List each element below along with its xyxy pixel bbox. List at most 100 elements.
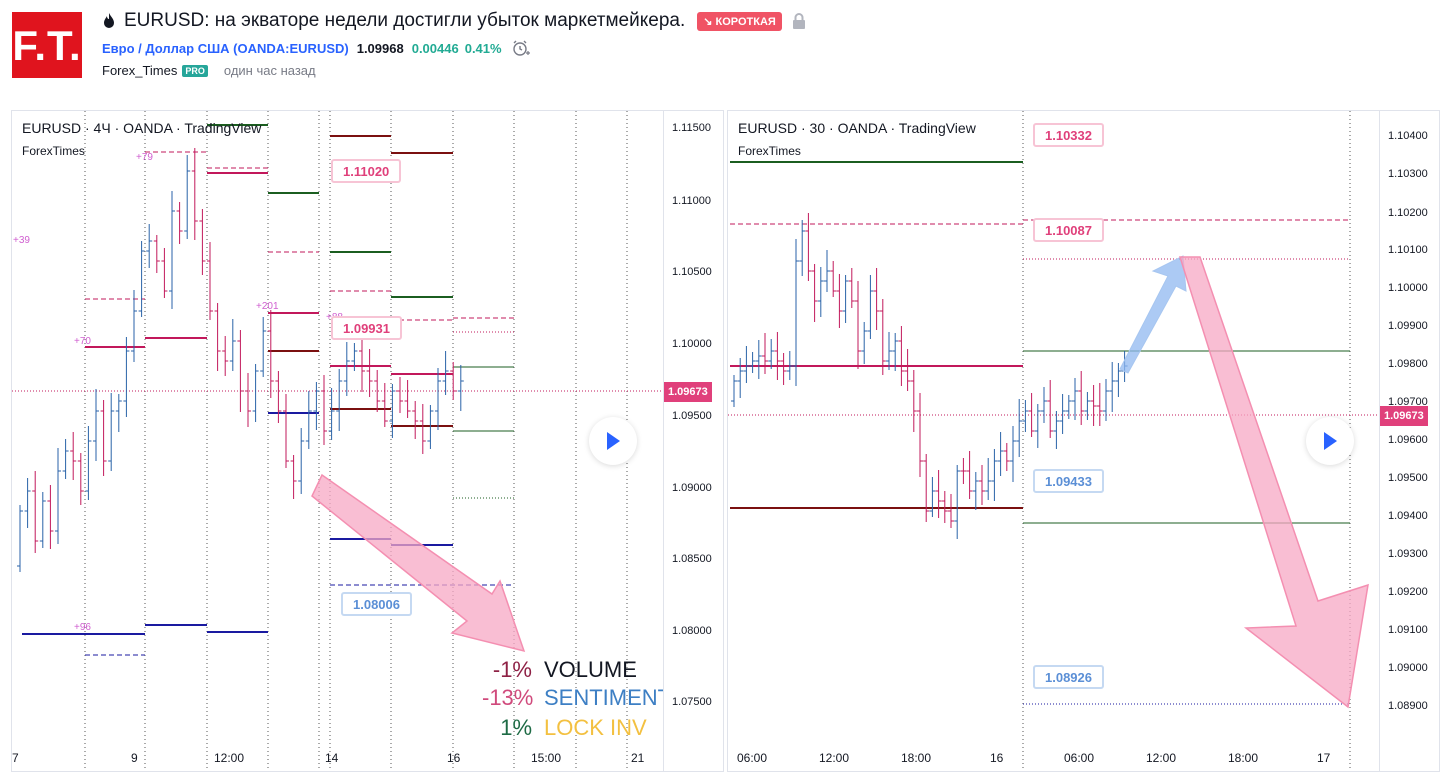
axis-label: 1.09600 <box>1388 434 1428 446</box>
price-callout[interactable]: 1.08006 <box>341 592 412 616</box>
stat-lock-inv: 1% LOCK INV <box>482 715 647 741</box>
chart-canvas-30m <box>728 111 1379 771</box>
current-price-tag: 1.09673 <box>664 382 712 402</box>
axis-label: 1.07500 <box>672 696 712 708</box>
time-label: 06:00 <box>1064 751 1095 765</box>
axis-label: 1.09400 <box>1388 510 1428 522</box>
chart-panel-4h[interactable]: +79 +39 +70 +201 +88 +96 EURUSD · 4Ч · O… <box>11 110 724 772</box>
time-label: 16 <box>990 751 1004 765</box>
stat-sentiment: -13% SENTIMENT <box>482 685 671 711</box>
symbol-link[interactable]: Евро / Доллар США (OANDA:EURUSD) <box>102 40 349 56</box>
axis-label: 1.09500 <box>672 410 712 422</box>
author-logo[interactable]: F.T. <box>12 12 82 78</box>
play-button[interactable] <box>1306 417 1354 465</box>
chart-panel-30m[interactable]: EURUSD · 30 · OANDA · TradingView ForexT… <box>727 110 1440 772</box>
publish-time: один час назад <box>223 63 316 78</box>
chart-canvas-4h: +79 +39 +70 +201 +88 +96 <box>12 111 663 771</box>
stat-label: SENTIMENT <box>544 685 672 710</box>
stat-volume: -1% VOLUME <box>482 657 637 683</box>
stat-value: -1% <box>492 657 532 682</box>
time-label: 7 <box>12 751 19 765</box>
axis-label: 1.10000 <box>1388 282 1428 294</box>
logo-text: F.T. <box>12 22 82 69</box>
axis-label: 1.11500 <box>672 122 711 134</box>
alert-clock-icon[interactable] <box>512 39 530 57</box>
axis-label: 1.10300 <box>1388 168 1428 180</box>
time-label: 17 <box>1317 751 1331 765</box>
axis-label: 1.10000 <box>672 338 712 350</box>
level-note: +96 <box>74 622 91 633</box>
play-button[interactable] <box>589 417 637 465</box>
title-row: EURUSD: на экваторе недели достигли убыт… <box>102 9 806 33</box>
time-label: 14 <box>325 751 339 765</box>
level-note: +39 <box>13 235 30 246</box>
level-note: +70 <box>74 336 91 347</box>
chart-title: EURUSD · 4Ч · OANDA · TradingView <box>22 120 262 136</box>
axis-label: 1.11000 <box>672 195 711 207</box>
idea-title: EURUSD: на экваторе недели достигли убыт… <box>124 10 686 31</box>
time-label: 06:00 <box>737 751 768 765</box>
down-arrow <box>1178 256 1369 709</box>
level-note: +79 <box>136 152 153 163</box>
axis-label: 1.09300 <box>1388 548 1428 560</box>
play-icon <box>1324 432 1337 450</box>
up-arrow <box>1119 255 1187 374</box>
chart-subtitle: ForexTimes <box>738 144 801 158</box>
author-row: Forex_Times PRO один час назад <box>102 63 316 78</box>
short-badge: ↘ КОРОТКАЯ <box>697 11 782 31</box>
stat-value: 1% <box>500 715 532 740</box>
price-callout[interactable]: 1.10332 <box>1033 123 1104 147</box>
axis-label: 1.09800 <box>1388 358 1428 370</box>
time-label: 18:00 <box>901 751 932 765</box>
axis-label: 1.09100 <box>1388 624 1428 636</box>
axis-label: 1.09500 <box>1388 472 1428 484</box>
price-change: 0.00446 <box>411 40 459 56</box>
axis-label: 1.09200 <box>1388 586 1428 598</box>
time-label: 12:00 <box>214 751 245 765</box>
axis-label: 1.10200 <box>1388 207 1428 219</box>
axis-label: 1.08000 <box>672 625 712 637</box>
stat-label: LOCK INV <box>544 715 647 740</box>
down-arrow <box>311 473 526 653</box>
axis-label: 1.08900 <box>1388 700 1428 712</box>
chart-subtitle: ForexTimes <box>22 144 85 158</box>
price-callout[interactable]: 1.09433 <box>1033 469 1104 493</box>
axis-label: 1.09700 <box>1388 396 1428 408</box>
price-change-pct: 0.41% <box>464 40 502 56</box>
axis-label: 1.09900 <box>1388 320 1428 332</box>
price-callout[interactable]: 1.10087 <box>1033 218 1104 242</box>
price-callout[interactable]: 1.09931 <box>331 316 402 340</box>
axis-label: 1.09000 <box>672 482 712 494</box>
pro-badge: PRO <box>182 64 208 77</box>
author-name[interactable]: Forex_Times <box>102 63 178 78</box>
axis-label: 1.10400 <box>1388 130 1428 142</box>
price-callout[interactable]: 1.11020 <box>331 159 402 183</box>
time-label: 16 <box>447 751 461 765</box>
price-callout[interactable]: 1.08926 <box>1033 665 1104 689</box>
idea-header: F.T. EURUSD: на экваторе недели достигли… <box>0 0 1446 100</box>
last-price: 1.09968 <box>356 40 404 56</box>
stat-label: VOLUME <box>544 657 637 682</box>
candles-30m <box>731 213 1128 539</box>
time-label: 18:00 <box>1228 751 1259 765</box>
symbol-row: Евро / Доллар США (OANDA:EURUSD) 1.09968… <box>102 39 530 57</box>
axis-label: 1.10100 <box>1388 244 1428 256</box>
time-label: 9 <box>131 751 138 765</box>
axis-label: 1.09000 <box>1388 662 1428 674</box>
price-axis[interactable]: 1.10400 1.10300 1.10200 1.10100 1.10000 … <box>1379 111 1439 771</box>
price-axis[interactable]: 1.11500 1.11000 1.10500 1.10000 1.09500 … <box>663 111 723 771</box>
current-price-tag: 1.09673 <box>1380 406 1428 426</box>
time-label: 15:00 <box>531 751 562 765</box>
time-label: 12:00 <box>1146 751 1177 765</box>
flame-icon <box>104 13 114 28</box>
lock-icon <box>792 13 805 29</box>
time-label: 12:00 <box>819 751 850 765</box>
candles-4h <box>17 148 464 572</box>
axis-label: 1.08500 <box>672 553 712 565</box>
stat-value: -13% <box>482 685 534 710</box>
play-icon <box>607 432 620 450</box>
level-note: +201 <box>256 301 279 312</box>
chart-title: EURUSD · 30 · OANDA · TradingView <box>738 120 976 136</box>
axis-label: 1.10500 <box>672 266 712 278</box>
time-label: 21 <box>631 751 645 765</box>
